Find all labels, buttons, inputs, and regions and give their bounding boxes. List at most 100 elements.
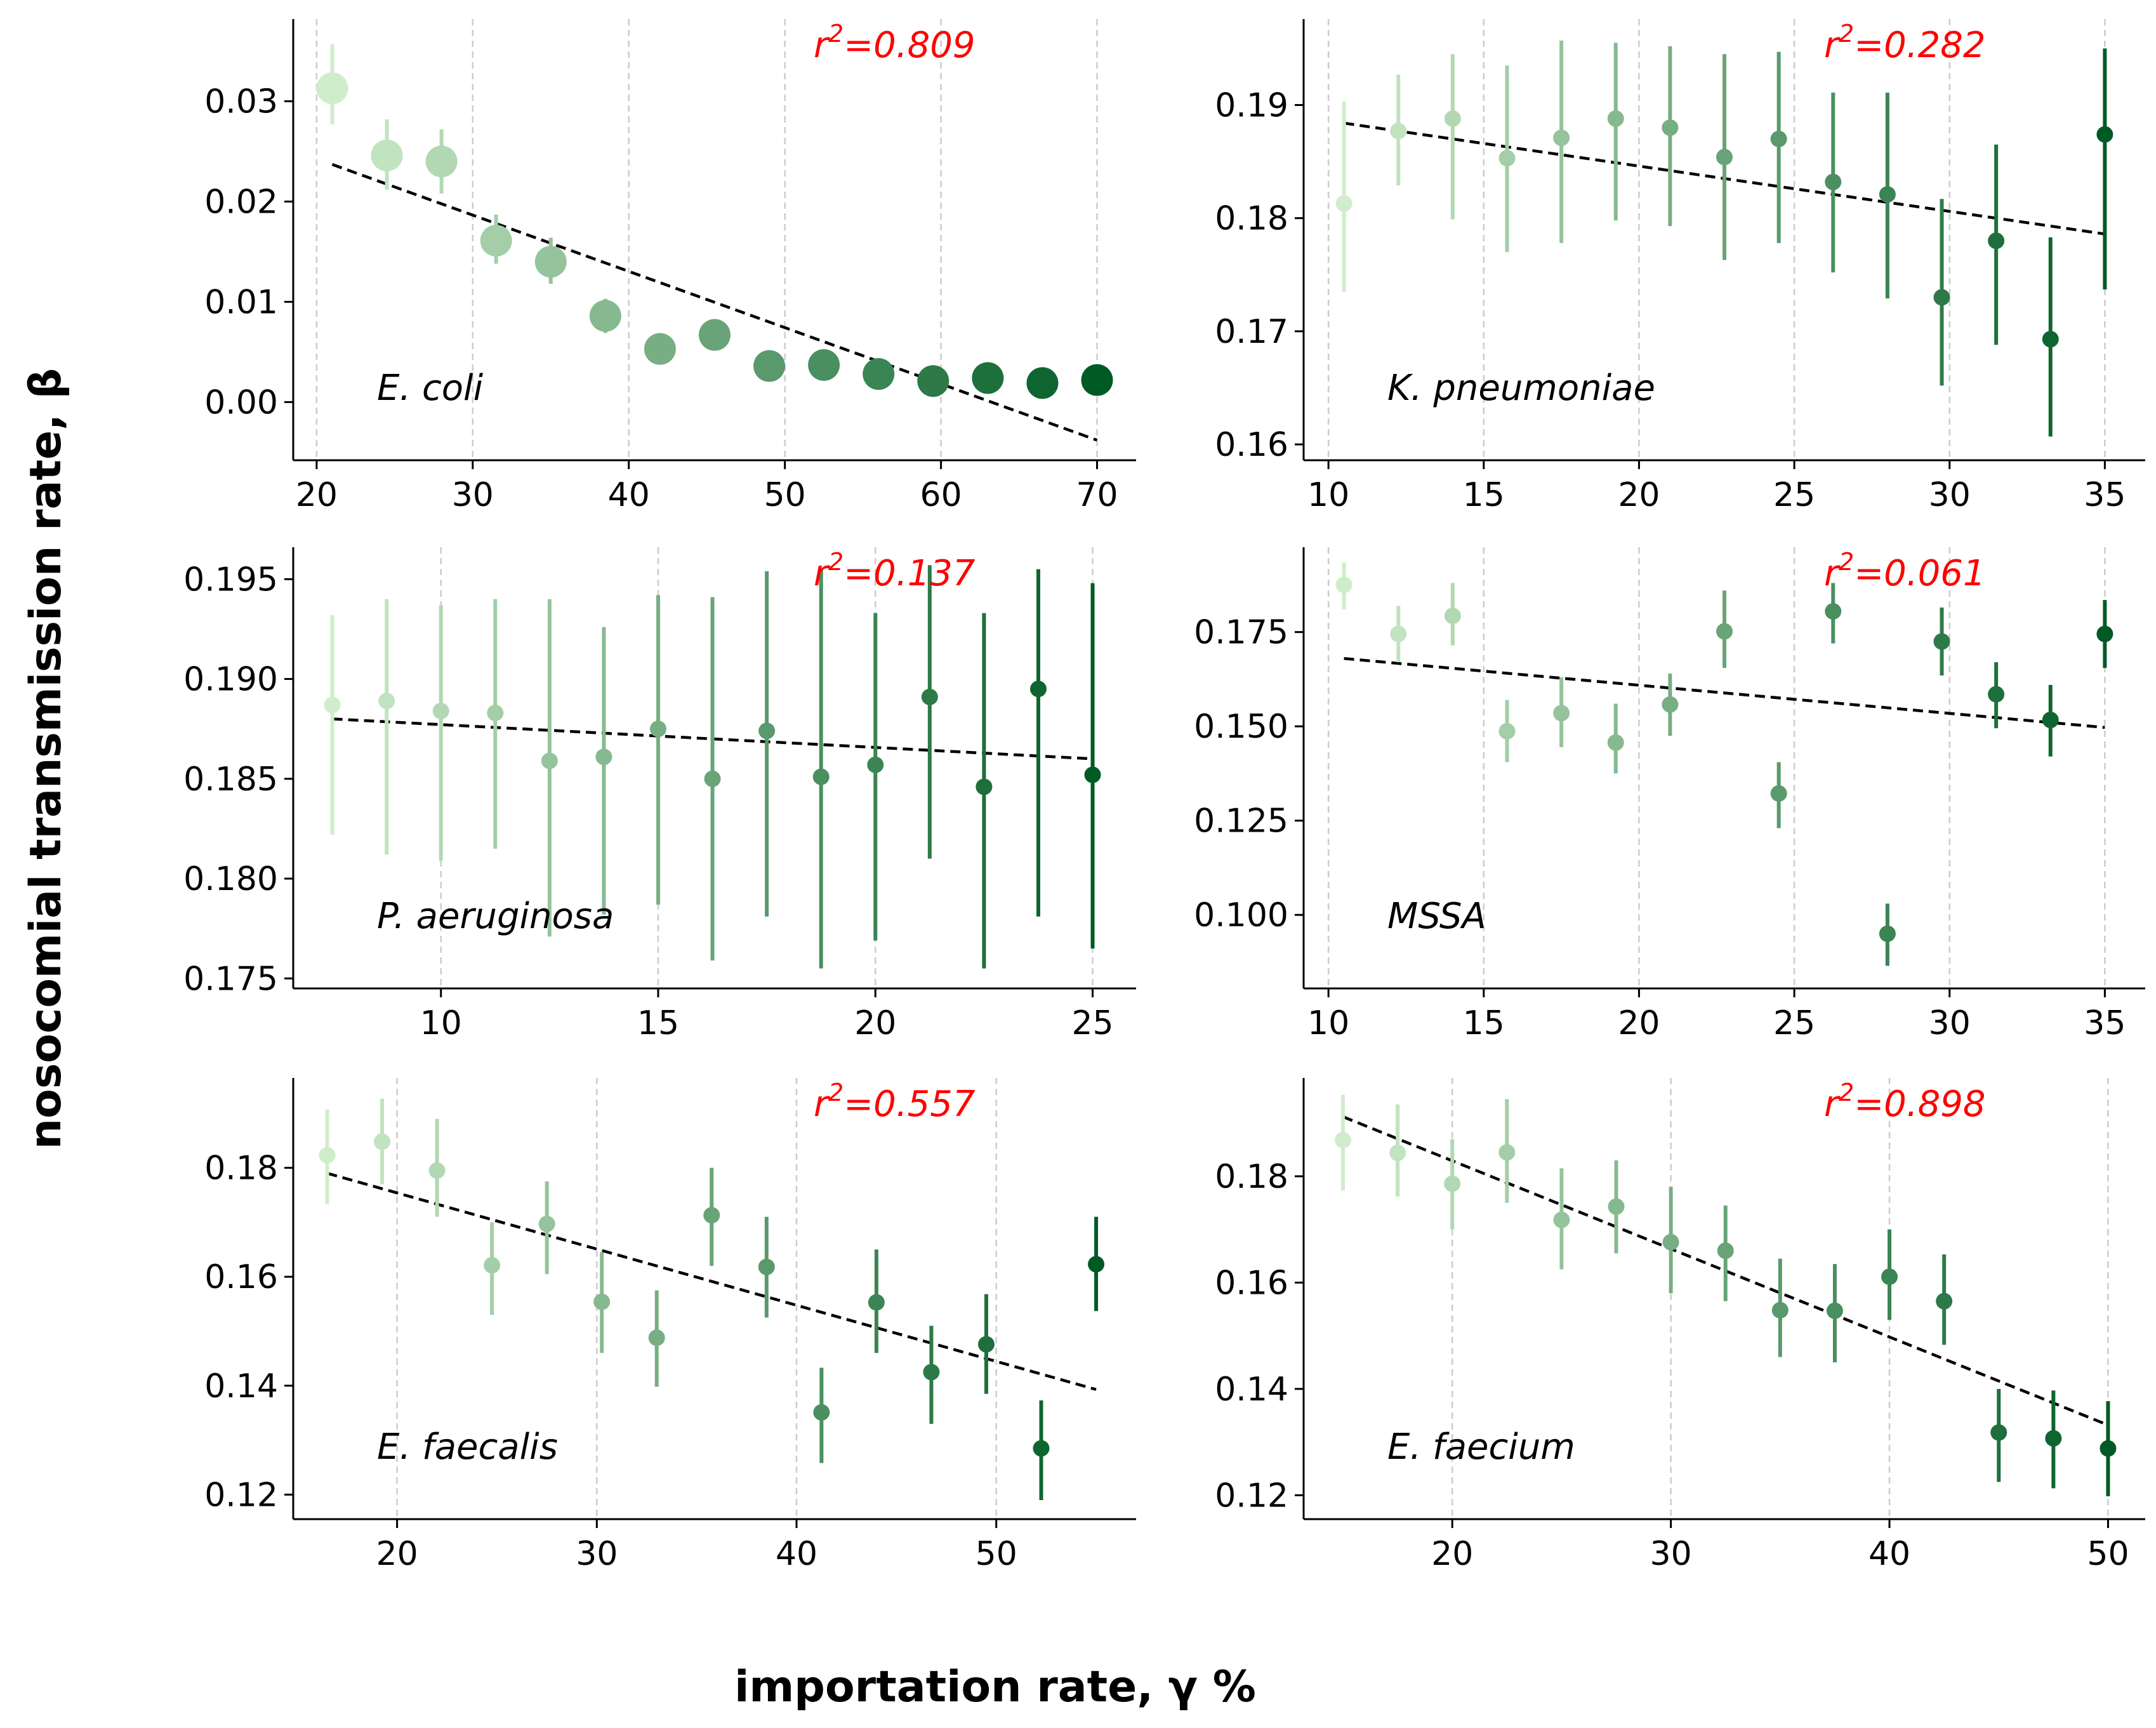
chart2-point-2: [432, 702, 449, 719]
chart3-point-7: [1716, 623, 1733, 640]
chart1-r2-label: r2=0.282: [1824, 20, 1985, 66]
chart3-point-5: [1607, 734, 1624, 751]
chart3-point-2: [1444, 608, 1461, 625]
chart0-point-6: [644, 333, 676, 365]
chart4-point-1: [374, 1133, 391, 1150]
chart3-xtick-label-4: 30: [1929, 1004, 1971, 1042]
chart2-ytick-label-2: 0.185: [183, 761, 278, 799]
chart5-point-9: [1826, 1302, 1843, 1319]
chart5-fit-line: [1342, 1115, 2109, 1426]
chart2-ytick-label-3: 0.190: [183, 661, 278, 699]
chart5-xtick-label-0: 20: [1431, 1535, 1473, 1573]
chart3-point-3: [1498, 722, 1516, 740]
chart4-point-4: [538, 1215, 555, 1232]
chart0-point-4: [534, 246, 567, 278]
chart3-fit-line: [1344, 656, 2105, 729]
chart1-point-4: [1553, 130, 1570, 147]
chart2-point-9: [812, 768, 830, 785]
chart1-point-5: [1607, 110, 1624, 127]
chart2-r2-label: r2=0.137: [814, 548, 975, 594]
chart3-point-9: [1825, 602, 1842, 620]
chart0-ytick-label-1: 0.01: [204, 283, 278, 321]
chart0-xtick-label-3: 50: [764, 476, 806, 514]
chart0-xtick-label-2: 40: [608, 476, 650, 514]
chart4-point-14: [1088, 1256, 1105, 1273]
chart1-point-10: [1879, 186, 1896, 203]
chart2-point-13: [1029, 681, 1047, 698]
chart0-species-label: E. coli: [377, 368, 484, 409]
chart2-ytick-label-0: 0.175: [183, 960, 278, 998]
chart0-point-12: [972, 362, 1004, 394]
chart0-point-10: [863, 358, 895, 390]
panel-e-faecalis: 20 30 40 50 0.12 0.14 0.16 0.18 E. faecalis r2=0.…: [204, 1078, 1136, 1573]
chart3-point-10: [1879, 925, 1896, 942]
chart3-point-4: [1553, 705, 1570, 722]
chart5-point-3: [1498, 1144, 1516, 1161]
chart5-point-12: [1990, 1424, 2007, 1441]
chart1-ytick-label-1: 0.17: [1215, 313, 1288, 351]
chart5-ytick-label-0: 0.12: [1215, 1477, 1288, 1515]
chart2-point-10: [867, 756, 884, 773]
chart1-point-2: [1444, 110, 1461, 127]
chart0-xtick-label-1: 30: [452, 476, 494, 514]
chart0-ytick-label-2: 0.02: [204, 183, 278, 221]
chart3-point-12: [1988, 686, 2005, 703]
chart3-point-1: [1390, 625, 1407, 642]
chart4-xtick-label-0: 20: [376, 1535, 418, 1573]
chart0-point-1: [371, 139, 403, 171]
chart4-point-13: [1033, 1440, 1050, 1457]
chart3-ytick-label-0: 0.100: [1194, 896, 1288, 934]
chart5-point-1: [1389, 1145, 1406, 1162]
chart2-point-3: [487, 705, 504, 722]
chart1-ytick-label-2: 0.18: [1215, 200, 1288, 238]
chart5-ytick-label-1: 0.14: [1215, 1371, 1288, 1409]
chart2-xtick-label-3: 25: [1071, 1004, 1113, 1042]
chart5-point-14: [2100, 1440, 2117, 1457]
chart1-point-1: [1390, 123, 1407, 140]
chart2-point-5: [595, 748, 612, 766]
chart1-xtick-label-1: 15: [1463, 476, 1505, 514]
chart3-r2-label: r2=0.061: [1824, 548, 1985, 594]
chart5-xtick-label-1: 30: [1650, 1535, 1692, 1573]
chart3-species-label: MSSA: [1387, 896, 1486, 937]
chart3-xtick-label-2: 20: [1618, 1004, 1660, 1042]
chart2-point-12: [975, 778, 993, 795]
chart5-ytick-label-2: 0.16: [1215, 1264, 1288, 1302]
chart3-point-13: [2042, 712, 2059, 729]
panel-p-aeruginosa: 10 15 20 25 0.175 0.180 0.185 0.190 0.195 P. aeru…: [183, 547, 1136, 1042]
chart3-xtick-label-1: 15: [1463, 1004, 1505, 1042]
chart4-r2-label: r2=0.557: [814, 1079, 975, 1125]
chart1-xtick-label-5: 35: [2084, 476, 2126, 514]
chart1-point-14: [2096, 126, 2113, 143]
chart4-point-11: [923, 1364, 940, 1381]
chart5-point-8: [1771, 1301, 1789, 1319]
chart1-point-7: [1716, 149, 1733, 166]
chart3-ytick-label-3: 0.175: [1194, 614, 1288, 652]
chart2-point-7: [704, 770, 721, 787]
chart2-xtick-label-2: 20: [854, 1004, 896, 1042]
chart2-point-4: [541, 752, 558, 769]
chart5-point-13: [2045, 1430, 2062, 1447]
chart2-xtick-label-1: 15: [637, 1004, 679, 1042]
chart0-point-7: [699, 319, 731, 351]
chart5-point-10: [1881, 1268, 1898, 1286]
chart1-xtick-label-2: 20: [1618, 476, 1660, 514]
chart5-r2-label: r2=0.898: [1824, 1079, 1985, 1125]
chart2-point-14: [1084, 766, 1101, 783]
chart4-point-2: [428, 1162, 446, 1179]
chart4-point-8: [758, 1258, 775, 1275]
chart1-xtick-label-0: 10: [1307, 476, 1349, 514]
chart4-point-0: [319, 1146, 336, 1164]
chart1-point-3: [1498, 150, 1516, 167]
chart4-point-3: [484, 1257, 501, 1274]
chart1-point-0: [1335, 195, 1352, 212]
chart0-xtick-label-0: 20: [296, 476, 338, 514]
chart1-point-13: [2042, 331, 2059, 348]
chart0-point-14: [1081, 364, 1113, 396]
chart4-ytick-label-0: 0.12: [204, 1476, 278, 1514]
chart5-point-0: [1334, 1131, 1351, 1148]
chart4-species-label: E. faecalis: [377, 1426, 558, 1468]
chart0-point-11: [917, 365, 949, 397]
chart0-ytick-label-3: 0.03: [204, 83, 278, 121]
